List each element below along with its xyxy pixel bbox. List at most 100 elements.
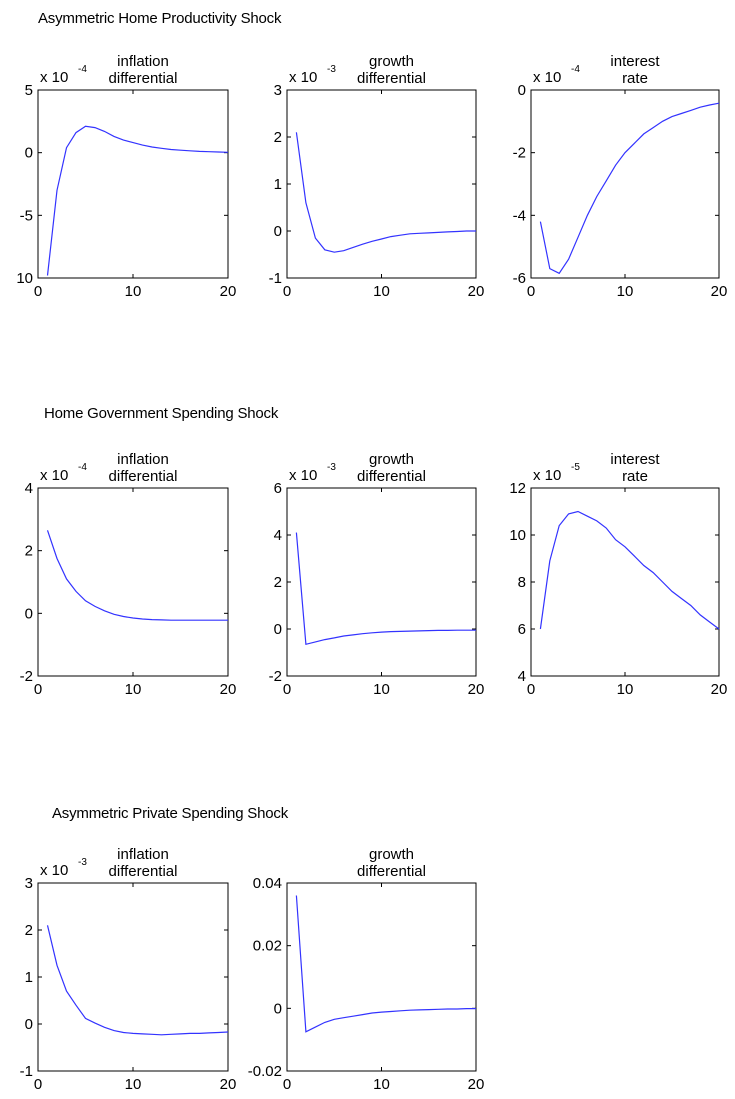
series-line — [539, 510, 720, 630]
panel-title-line: differential — [357, 863, 426, 880]
x-tick-label: 20 — [711, 681, 728, 698]
panel-title-line: growth — [369, 451, 414, 468]
panel-title-line: inflation — [117, 53, 169, 70]
x-tick-label: 20 — [220, 283, 237, 300]
y-tick-label: 10 — [509, 527, 526, 544]
panel-title-line: inflation — [117, 846, 169, 863]
x-tick-label: 10 — [373, 283, 390, 300]
axes-box — [37, 487, 229, 677]
y-tick-label: 2 — [274, 574, 282, 591]
y-tick-label: 1 — [274, 176, 282, 193]
x-tick-label: 0 — [34, 681, 42, 698]
x-tick-label: 10 — [617, 681, 634, 698]
series-line — [46, 925, 229, 1036]
y-tick-label: 0 — [274, 223, 282, 240]
x-tick-label: 10 — [125, 1076, 142, 1093]
y-tick-label: 6 — [274, 480, 282, 497]
series-line — [539, 102, 720, 275]
x-tick-label: 0 — [527, 681, 535, 698]
scale-factor-label: x 10 — [289, 69, 317, 86]
axes-box — [286, 882, 477, 1072]
y-tick-label: 4 — [25, 480, 33, 497]
x-tick-label: 10 — [125, 283, 142, 300]
y-tick-label: 0.02 — [253, 938, 282, 955]
y-tick-label: 0 — [25, 605, 33, 622]
scale-factor-label: x 10 — [533, 69, 561, 86]
panel-title-line: interest — [610, 53, 660, 70]
axes-box — [37, 882, 229, 1072]
panel-title-line: differential — [109, 863, 178, 880]
y-tick-label: 6 — [518, 621, 526, 638]
y-tick-label: 2 — [25, 922, 33, 939]
series-line — [295, 532, 476, 646]
x-tick-label: 0 — [283, 681, 291, 698]
scale-factor-exponent: -3 — [327, 462, 336, 473]
panel-title-line: growth — [369, 846, 414, 863]
x-tick-label: 10 — [125, 681, 142, 698]
series-line — [295, 132, 476, 253]
scale-factor-exponent: -4 — [571, 64, 580, 75]
axes-box — [37, 89, 229, 279]
scale-factor-label: x 10 — [40, 862, 68, 879]
y-tick-label: 3 — [274, 82, 282, 99]
panel-title-line: inflation — [117, 451, 169, 468]
axes-box — [286, 89, 477, 279]
x-tick-label: 10 — [617, 283, 634, 300]
axes-box — [286, 487, 477, 677]
scale-factor-exponent: -3 — [327, 64, 336, 75]
y-tick-label: 3 — [25, 875, 33, 892]
scale-factor-label: x 10 — [40, 69, 68, 86]
panel-title-line: differential — [109, 468, 178, 485]
y-tick-label: -6 — [513, 270, 526, 287]
y-tick-label: 2 — [25, 543, 33, 560]
scale-factor-label: x 10 — [533, 467, 561, 484]
y-tick-label: -4 — [513, 207, 526, 224]
scale-factor-exponent: -4 — [78, 462, 87, 473]
scale-factor-label: x 10 — [289, 467, 317, 484]
scale-factor-exponent: -5 — [571, 462, 580, 473]
series-line — [46, 125, 229, 276]
panel-title-line: interest — [610, 451, 660, 468]
y-tick-label: -2 — [269, 668, 282, 685]
x-tick-label: 20 — [468, 681, 485, 698]
scale-factor-exponent: -4 — [78, 64, 87, 75]
panel-title-line: differential — [109, 70, 178, 87]
x-tick-label: 20 — [711, 283, 728, 300]
x-tick-label: 10 — [373, 1076, 390, 1093]
y-tick-label: 2 — [274, 129, 282, 146]
series-line — [46, 530, 228, 621]
y-tick-label: 0 — [25, 1016, 33, 1033]
y-tick-label: -2 — [20, 668, 33, 685]
section-title-private: Asymmetric Private Spending Shock — [52, 805, 289, 822]
y-tick-label: -5 — [20, 207, 33, 224]
scale-factor-label: x 10 — [40, 467, 68, 484]
x-tick-label: 20 — [220, 1076, 237, 1093]
y-tick-label: -1 — [269, 270, 282, 287]
panel-title-line: growth — [369, 53, 414, 70]
x-tick-label: 0 — [527, 283, 535, 300]
y-tick-label: 8 — [518, 574, 526, 591]
section-title-productivity: Asymmetric Home Productivity Shock — [38, 10, 282, 27]
x-tick-label: 20 — [468, 283, 485, 300]
y-tick-label: 10 — [16, 270, 33, 287]
x-tick-label: 10 — [373, 681, 390, 698]
x-tick-label: 0 — [283, 1076, 291, 1093]
y-tick-label: 4 — [518, 668, 526, 685]
panel-title-line: rate — [622, 70, 648, 87]
panel-title-line: rate — [622, 468, 648, 485]
axes-box — [530, 89, 720, 279]
panel-title-line: differential — [357, 468, 426, 485]
section-title-government: Home Government Spending Shock — [44, 405, 279, 422]
x-tick-label: 0 — [34, 283, 42, 300]
x-tick-label: 0 — [34, 1076, 42, 1093]
